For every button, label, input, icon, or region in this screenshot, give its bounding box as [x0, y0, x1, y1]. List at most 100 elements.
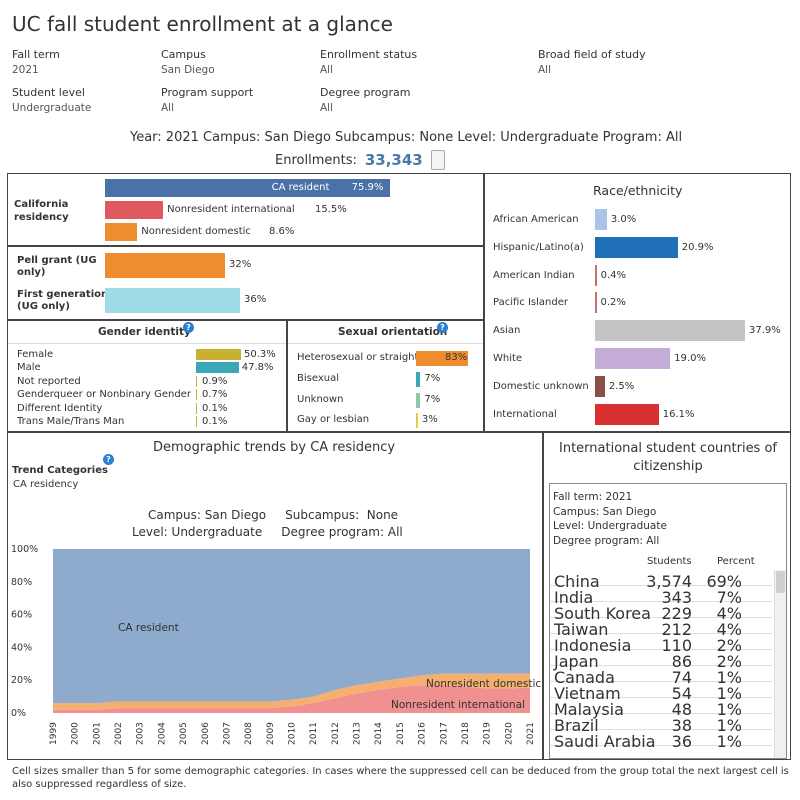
- help-icon[interactable]: ?: [183, 322, 194, 333]
- orientation-bar: [416, 413, 418, 428]
- table-row[interactable]: China 3,574 69%: [550, 570, 772, 591]
- orientation-name: Bisexual: [297, 373, 339, 384]
- pell-label: Pell grant (UG only): [17, 255, 97, 278]
- x-tick-label: 2016: [418, 722, 428, 745]
- trends-campus-line: Campus: San Diego Subcampus: None: [148, 508, 399, 522]
- x-tick-label: 2000: [71, 722, 81, 745]
- area-label-intl: Nonresident international: [391, 699, 525, 711]
- race-pct: 16.1%: [662, 408, 695, 420]
- gender-pct: 47.8%: [241, 362, 274, 374]
- filter-enrollment-status[interactable]: Enrollment status All: [320, 48, 417, 76]
- gender-pct: 0.9%: [202, 375, 228, 387]
- table-row[interactable]: India 343 7%: [550, 586, 772, 607]
- country-students: 110: [661, 636, 692, 655]
- x-tick-label: 2010: [288, 722, 298, 745]
- trend-categories-value[interactable]: CA residency: [13, 479, 79, 490]
- residency-name: CA resident: [271, 182, 330, 193]
- country-students: 74: [671, 668, 692, 687]
- country-percent: 1%: [716, 684, 742, 703]
- table-row[interactable]: Brazil 38 1%: [550, 714, 772, 735]
- intl-info-line: Campus: San Diego: [553, 505, 657, 518]
- country-students: 212: [661, 620, 692, 639]
- gender-bar: [196, 389, 197, 401]
- table-row[interactable]: Canada 74 1%: [550, 666, 772, 687]
- enrollments-toggle[interactable]: [430, 150, 445, 170]
- x-tick-label: 2014: [374, 722, 384, 745]
- orientation-pct: 7%: [424, 394, 441, 405]
- gender-title: Gender identity: [98, 326, 191, 338]
- orientation-panel: Sexual orientation ? Heterosexual or str…: [287, 320, 484, 432]
- x-tick-label: 2007: [222, 722, 232, 745]
- scrollbar-thumb[interactable]: [776, 571, 785, 593]
- gender-name: Not reported: [17, 375, 81, 387]
- orientation-name: Gay or lesbian: [297, 414, 370, 425]
- residency-pct: 75.9%: [351, 182, 384, 193]
- country-name: Saudi Arabia: [554, 732, 656, 751]
- filter-fall-term[interactable]: Fall term 2021: [12, 48, 60, 76]
- country-students: 3,574: [646, 572, 692, 591]
- race-bar: [595, 292, 597, 314]
- summary-line: Year: 2021 Campus: San Diego Subcampus: …: [130, 130, 683, 145]
- country-name: South Korea: [554, 604, 651, 623]
- race-panel: Race/ethnicity African American 3.0% Hispa…: [484, 173, 791, 432]
- country-students: 229: [661, 604, 692, 623]
- filter-label: Student level: [12, 86, 85, 99]
- filter-value: San Diego: [161, 64, 215, 76]
- pell-bar: [105, 253, 225, 278]
- country-percent: 2%: [716, 636, 742, 655]
- orientation-name: Heterosexual or straight: [297, 352, 419, 363]
- footnote: Cell sizes smaller than 5 for some demog…: [12, 766, 789, 790]
- table-row[interactable]: South Korea 229 4%: [550, 602, 772, 623]
- race-name: White: [493, 353, 523, 364]
- filter-value: 2021: [12, 64, 39, 76]
- y-tick-label: 20%: [11, 675, 32, 686]
- table-row[interactable]: Malaysia 48 1%: [550, 698, 772, 719]
- gender-pct: 0.1%: [202, 416, 228, 427]
- race-pct: 0.4%: [600, 269, 626, 281]
- area-series: [53, 685, 530, 713]
- trend-chart: 100% 80% 60% 40% 20% 0% 1999 2000 2001 2002 2003 20…: [11, 544, 541, 745]
- race-bar: [595, 375, 605, 397]
- filter-label: Broad field of study: [538, 48, 646, 61]
- country-name: Brazil: [554, 716, 599, 735]
- country-students: 36: [671, 732, 692, 751]
- x-tick-label: 2011: [309, 722, 319, 745]
- x-tick-label: 1999: [49, 722, 59, 745]
- filter-value: Undergraduate: [12, 102, 92, 114]
- table-row[interactable]: Vietnam 54 1%: [550, 682, 772, 703]
- pell-firstgen-panel: Pell grant (UG only) 32% First generatio…: [7, 246, 484, 320]
- help-icon[interactable]: ?: [103, 454, 114, 465]
- filter-label: Campus: [161, 48, 206, 61]
- gender-name: Trans Male/Trans Man: [17, 416, 125, 427]
- filter-broad-field[interactable]: Broad field of study All: [538, 48, 646, 76]
- table-row[interactable]: Saudi Arabia 36 1%: [550, 730, 772, 751]
- country-percent: 69%: [706, 572, 742, 591]
- race-pct: 20.9%: [681, 241, 714, 253]
- table-row[interactable]: Taiwan 212 4%: [550, 618, 772, 639]
- filter-label: Program support: [161, 86, 254, 99]
- filter-label: Degree program: [320, 86, 411, 99]
- filter-program-support[interactable]: Program support All: [161, 86, 253, 114]
- country-percent: 2%: [716, 652, 742, 671]
- table-row[interactable]: Indonesia 110 2%: [550, 634, 772, 655]
- trends-title: Demographic trends by CA residency: [153, 440, 396, 455]
- gender-bar: [196, 375, 197, 387]
- country-students: 54: [671, 684, 692, 703]
- filter-student-level[interactable]: Student level Undergraduate: [12, 86, 91, 114]
- scrollbar[interactable]: [774, 570, 786, 758]
- gender-pct: 0.7%: [202, 389, 228, 401]
- filter-degree-program[interactable]: Degree program All: [320, 86, 411, 114]
- help-icon[interactable]: ?: [437, 322, 448, 333]
- table-row[interactable]: Japan 86 2%: [550, 650, 772, 671]
- pell-pct: 32%: [229, 259, 252, 270]
- area-series: [53, 549, 530, 704]
- orientation-name: Unknown: [297, 394, 344, 405]
- intl-info: Fall term: 2021 Campus: San Diego Level:…: [553, 490, 667, 548]
- filter-value: All: [320, 102, 334, 114]
- country-name: Vietnam: [554, 684, 621, 703]
- residency-name: Nonresident international: [167, 204, 295, 215]
- country-percent: 1%: [716, 716, 742, 735]
- country-list[interactable]: China 3,574 69% India 343 7% South Korea 229 4% T…: [550, 570, 774, 758]
- gender-bar: [196, 402, 197, 414]
- filter-campus[interactable]: Campus San Diego: [161, 48, 215, 76]
